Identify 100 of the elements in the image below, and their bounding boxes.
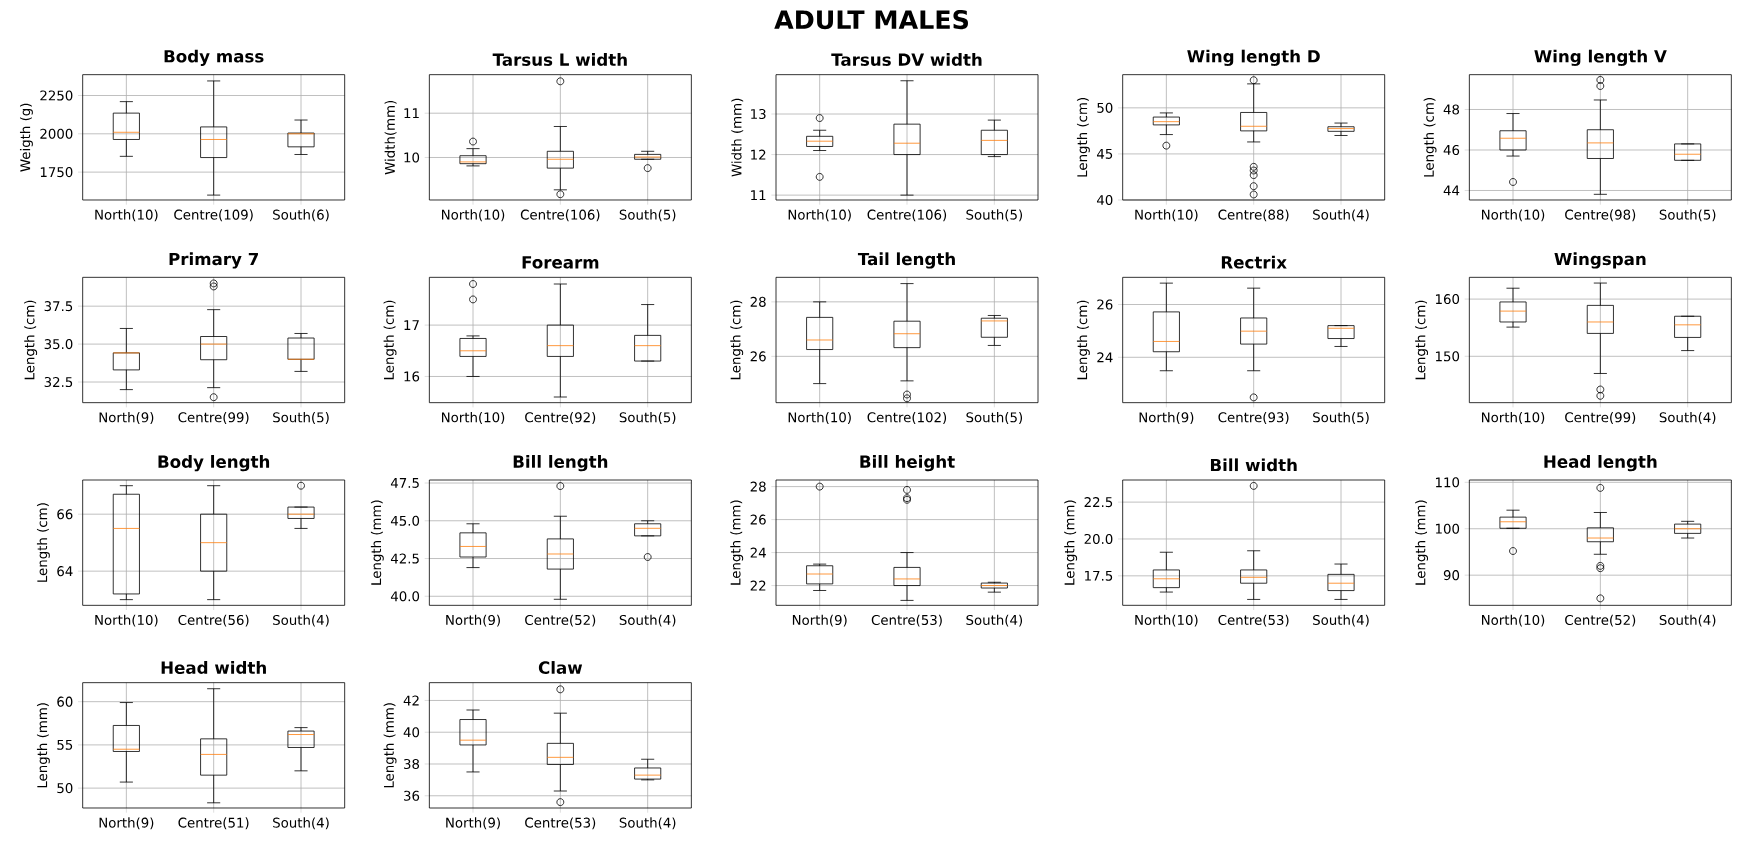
y-tick-label: 32.5 [44,377,73,388]
chart-title: Wing length V [1534,49,1667,67]
y-axis-title: Length (cm) [1076,98,1090,177]
x-tick-label: South(4) [1313,209,1369,222]
x-tick-label: Centre(53) [871,614,942,627]
y-tick-label: 22.5 [1084,497,1113,508]
y-tick-label: 42 [403,695,419,706]
y-tick-label: 46 [1443,145,1460,156]
y-tick-label: 60 [57,696,73,707]
x-tick-label: North(10) [1135,209,1198,222]
x-tick-label: Centre(88) [1218,209,1289,222]
y-axis-title: Length (cm) [24,300,38,380]
y-tick-label: 45 [1096,149,1113,160]
y-tick-label: 40.0 [390,591,420,602]
y-tick-label: 44 [1443,185,1460,196]
x-tick-label: North(9) [446,817,500,830]
x-tick-label: South(6) [273,209,329,222]
x-tick-label: South(4) [619,614,676,627]
y-axis-title: Length (cm) [383,300,397,380]
y-axis-title: Length (mm) [383,703,397,788]
x-tick-label: South(5) [1659,209,1716,222]
x-tick-label: South(4) [273,614,329,627]
x-tick-label: South(5) [619,412,676,425]
x-tick-label: South(5) [966,412,1023,425]
y-axis-title: Length (cm) [1423,98,1437,177]
y-tick-label: 45.0 [390,515,420,526]
x-tick-label: South(4) [1659,412,1716,425]
y-axis-title: Length (cm) [36,503,50,582]
y-axis-title: Length (cm) [1076,300,1090,380]
chart-title: Rectrix [1221,255,1287,269]
y-tick-label: 24 [750,547,766,558]
y-tick-label: 40 [1096,195,1113,206]
y-tick-label: 160 [1435,294,1460,305]
y-tick-label: 40 [403,727,420,738]
y-tick-label: 64 [57,566,73,577]
chart-title: Tarsus DV width [831,53,982,67]
chart-title: Body length [158,455,270,472]
x-tick-label: South(4) [273,817,329,830]
chart-title: Wingspan [1554,252,1646,269]
y-axis-title: Length (mm) [1415,500,1429,585]
x-tick-label: South(4) [619,817,676,830]
chart-title: Claw [538,661,583,675]
y-tick-label: 36 [404,790,420,801]
y-tick-label: 28 [750,481,766,492]
x-tick-label: North(10) [788,209,851,222]
x-tick-label: Centre(52) [525,614,596,627]
y-tick-label: 26 [1097,299,1113,310]
y-tick-label: 24 [1097,352,1113,363]
x-tick-label: Centre(102) [867,412,947,425]
y-axis-title: Length (cm) [730,300,744,380]
y-axis-title: Weigth (g) [19,103,33,172]
x-tick-label: North(9) [99,412,154,425]
y-axis-title: Length (cm) [1415,300,1429,380]
chart-title: Tarsus L width [492,53,627,67]
y-tick-label: 55 [57,740,73,751]
y-tick-label: 50 [57,783,73,794]
x-tick-label: Centre(106) [867,209,947,222]
y-tick-label: 12 [751,149,766,160]
y-tick-label: 10 [404,152,420,163]
y-tick-label: 1750 [40,167,73,178]
x-tick-label: Centre(99) [1565,412,1636,425]
x-tick-label: North(9) [99,817,154,830]
x-tick-label: South(5) [966,209,1023,222]
y-tick-label: 48 [1443,104,1460,115]
x-tick-label: North(10) [442,412,505,425]
y-tick-label: 26 [750,351,766,362]
y-tick-label: 2000 [40,128,73,140]
x-tick-label: Centre(99) [178,412,249,425]
x-tick-label: South(4) [1313,614,1369,627]
y-tick-label: 26 [750,514,766,525]
chart-title: Tail length [857,252,955,269]
x-tick-label: Centre(53) [1218,614,1289,627]
chart-title: Wing length D [1187,49,1320,67]
y-tick-label: 66 [57,509,73,520]
y-tick-label: 16 [404,371,420,382]
x-tick-label: Centre(53) [525,817,596,830]
x-tick-label: North(10) [95,209,158,222]
chart-title: Forearm [522,256,599,269]
x-tick-label: Centre(93) [1218,412,1289,425]
chart-title: Head width [161,661,266,675]
y-tick-label: 28 [750,296,766,308]
x-tick-label: North(10) [1482,614,1545,627]
x-tick-label: North(9) [446,614,500,627]
y-tick-label: 90 [1443,570,1460,581]
x-tick-label: Centre(98) [1565,209,1636,222]
x-tick-label: Centre(106) [520,209,600,222]
chart-title: Primary 7 [169,252,258,269]
text: ADULT MALES [774,10,968,30]
y-tick-label: 50 [1097,102,1113,114]
x-tick-label: North(9) [792,614,847,627]
x-tick-label: Centre(92) [525,412,596,425]
x-tick-label: South(4) [1659,614,1716,627]
y-tick-label: 22 [750,580,766,591]
x-tick-label: South(5) [273,412,329,425]
y-axis-title: Length (mm) [730,500,744,585]
y-tick-label: 17 [404,320,419,331]
x-tick-label: North(10) [95,614,158,627]
x-tick-label: North(10) [1482,412,1545,425]
x-tick-label: North(10) [1482,209,1545,222]
x-tick-label: Centre(56) [178,614,249,627]
